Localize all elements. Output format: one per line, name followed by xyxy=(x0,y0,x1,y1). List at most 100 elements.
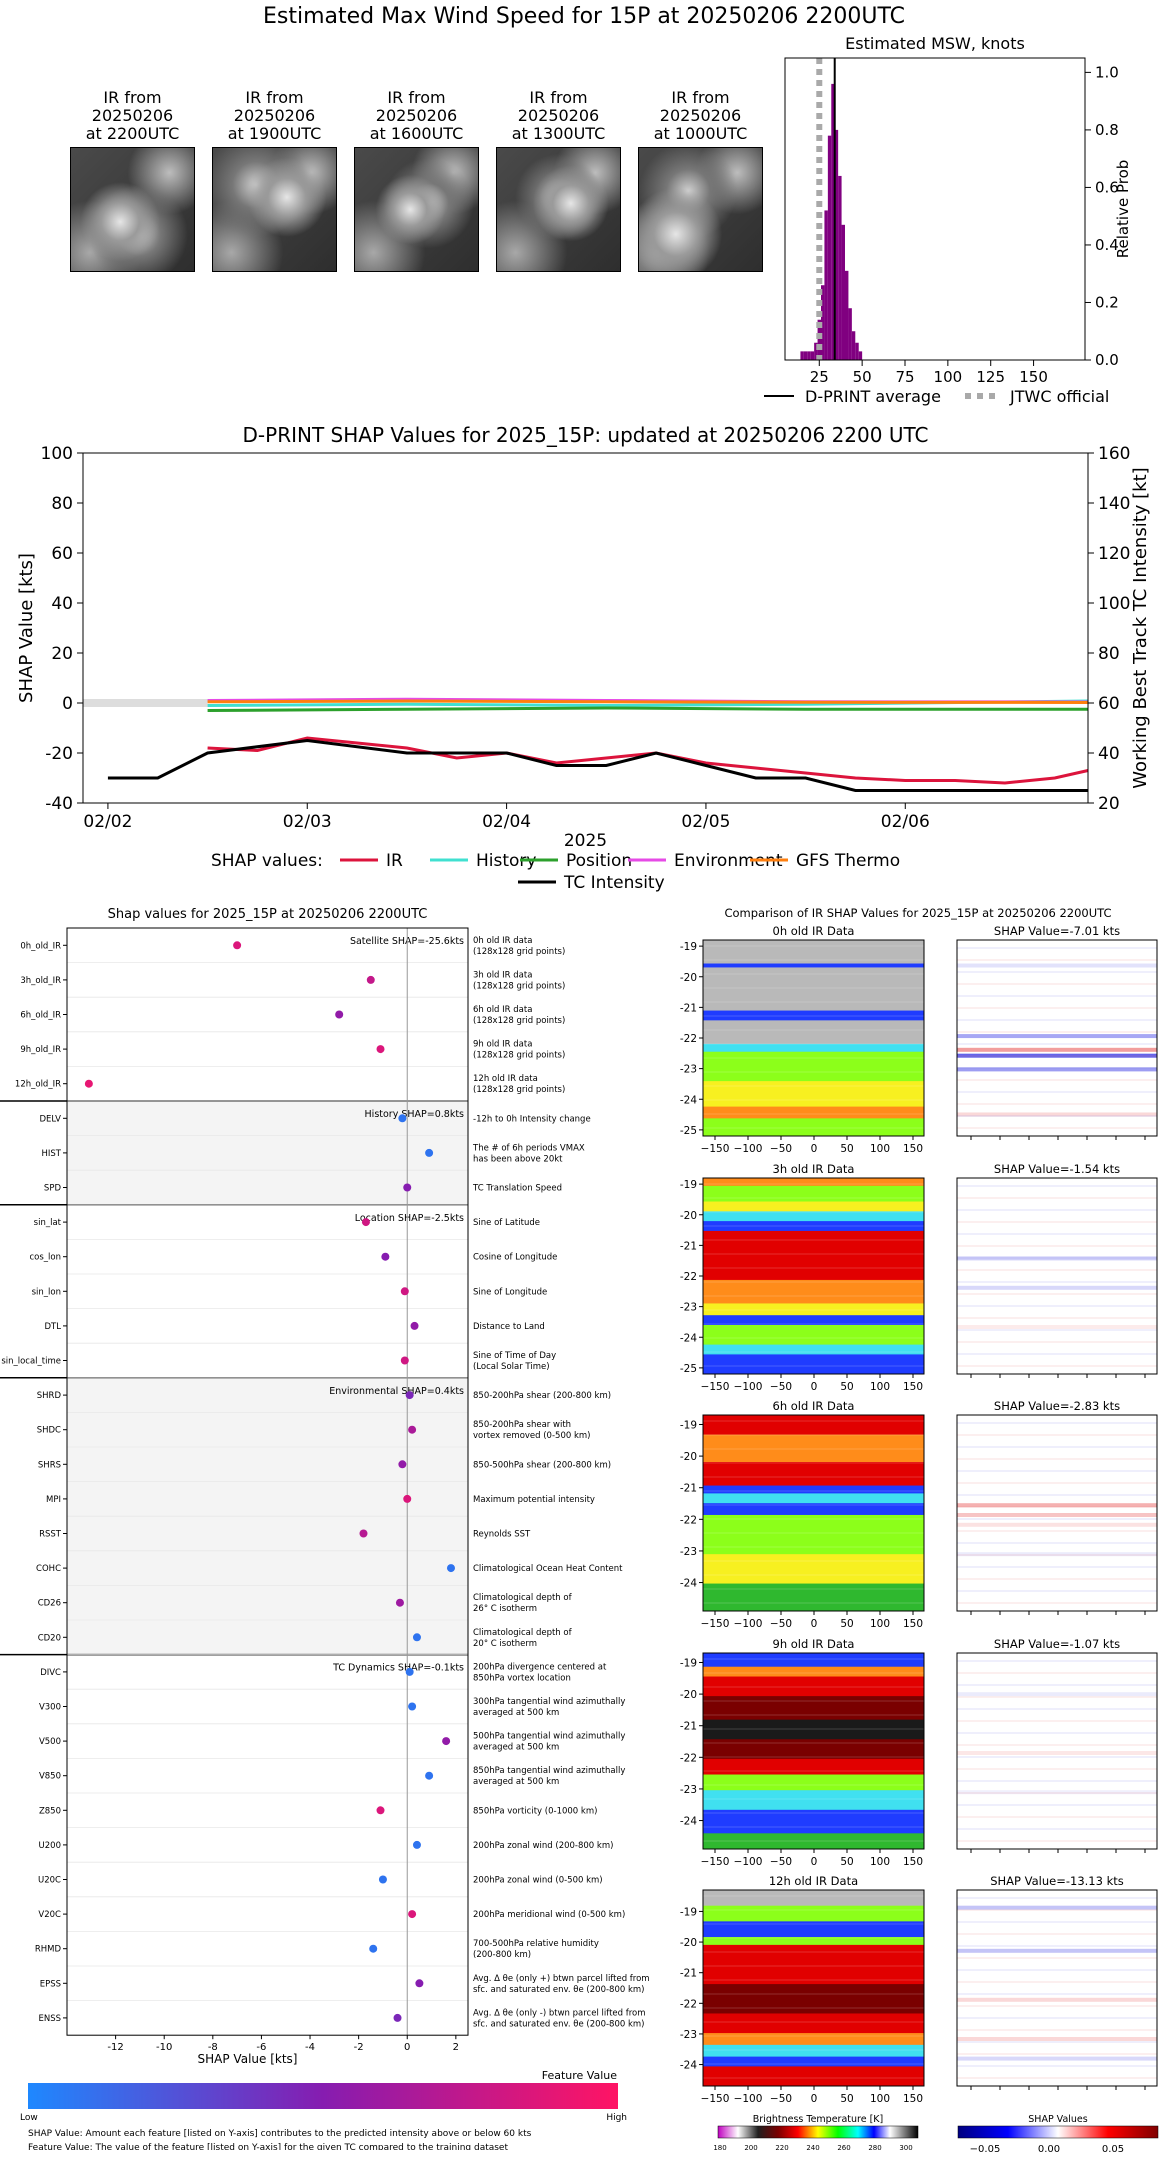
ir-band xyxy=(703,1325,924,1346)
feature-point xyxy=(415,1979,424,1988)
feature-label: COHC xyxy=(36,1564,61,1574)
y-tick-label: -25 xyxy=(680,1363,697,1375)
legend-label: Environment xyxy=(674,851,783,871)
ir-thumbnail-title: 20250206 xyxy=(233,106,316,125)
x-tick-label: −50 xyxy=(770,1143,792,1155)
y-tick-label: -21 xyxy=(680,1002,697,1014)
y-tick-label: -23 xyxy=(680,1064,697,1076)
feature-description: 26° C isotherm xyxy=(473,1604,537,1614)
x-tick-label: 02/02 xyxy=(83,812,132,832)
feature-label: V300 xyxy=(39,1703,61,1713)
y2-tick-label: 120 xyxy=(1098,544,1130,564)
y-tick-label: -19 xyxy=(680,1657,697,1669)
feature-chart-title: Shap values for 2025_15P at 20250206 220… xyxy=(108,907,428,922)
histogram-bar xyxy=(814,342,818,360)
x-tick-label: 0 xyxy=(404,2042,410,2053)
y-tick-label: -24 xyxy=(680,1332,697,1344)
ir-thumbnail-title: at 1000UTC xyxy=(653,124,748,143)
x-tick-label: −100 xyxy=(734,1856,763,1868)
feature-description: 850-500hPa shear (200-800 km) xyxy=(473,1460,611,1470)
histogram-bar xyxy=(848,308,852,360)
feature-point xyxy=(403,1183,412,1192)
x-tick-label: 100 xyxy=(870,2093,890,2105)
feature-point xyxy=(400,1287,409,1296)
feature-description: 9h old IR data xyxy=(473,1040,532,1050)
ir-band xyxy=(703,1493,924,1504)
feature-label: SPD xyxy=(44,1184,62,1194)
feature-label: 12h_old_IR xyxy=(15,1080,61,1090)
y-tick-label: -24 xyxy=(680,1094,697,1106)
feature-label: HIST xyxy=(42,1149,62,1159)
x-tick-label: 50 xyxy=(840,1856,853,1868)
ir-band xyxy=(703,1354,924,1375)
feature-description: 850-200hPa shear with xyxy=(473,1420,571,1430)
feature-description: Reynolds SST xyxy=(473,1530,531,1540)
ir-band xyxy=(703,1554,924,1585)
shap-band xyxy=(957,963,1157,968)
x-tick-label: 02/04 xyxy=(482,812,531,832)
shap-band xyxy=(957,1053,1157,1058)
histogram-bar xyxy=(851,331,856,360)
x-tick-label: −100 xyxy=(734,1143,763,1155)
y-tick-label: -22 xyxy=(680,1033,697,1045)
feature-label: V20C xyxy=(38,1910,61,1920)
feature-description: Avg. Δ θe (only +) btwn parcel lifted fr… xyxy=(473,1974,650,1984)
ir-thumbnail-image xyxy=(638,147,763,272)
feature-point xyxy=(378,1875,387,1884)
x-tick-label: -12 xyxy=(107,2042,123,2053)
ir-band xyxy=(703,1739,924,1760)
x-tick-label: −50 xyxy=(770,1381,792,1393)
ir-band xyxy=(703,1809,924,1834)
feature-point xyxy=(393,2013,402,2022)
ir-band xyxy=(703,2066,924,2087)
feature-label: Z850 xyxy=(39,1806,61,1816)
ir-comparison-title: Comparison of IR SHAP Values for 2025_15… xyxy=(724,906,1111,920)
histogram-bar xyxy=(834,129,839,360)
legend-title: SHAP values: xyxy=(211,851,323,871)
feature-label: V850 xyxy=(39,1772,61,1782)
ir-band xyxy=(703,1279,924,1304)
ir-band xyxy=(703,1010,924,1021)
timeseries-title: D-PRINT SHAP Values for 2025_15P: update… xyxy=(243,423,929,447)
x-tick-label: 150 xyxy=(903,1381,923,1393)
feature-description: Avg. Δ θe (only -) btwn parcel lifted fr… xyxy=(473,2008,646,2018)
feature-description: Sine of Time of Day xyxy=(473,1351,556,1361)
feature-description: (128x128 grid points) xyxy=(473,947,565,957)
histogram-bar xyxy=(855,342,859,360)
legend-label: GFS Thermo xyxy=(796,851,900,871)
ir-thumbnail-title: at 2200UTC xyxy=(85,124,180,143)
histogram-frame xyxy=(784,57,1086,361)
feature-label: DTL xyxy=(45,1322,62,1332)
shap-band xyxy=(957,1503,1157,1508)
feature-description: averaged at 500 km xyxy=(473,1708,559,1718)
y-tick-label: -22 xyxy=(680,1514,697,1526)
feature-description: 850hPa vorticity (0-1000 km) xyxy=(473,1806,597,1816)
zero-band xyxy=(83,699,208,707)
y-tick-label: -22 xyxy=(680,1752,697,1764)
series-line-position xyxy=(207,706,1088,712)
feature-colorbar-high: High xyxy=(606,2113,627,2123)
feature-description: 850hPa vortex location xyxy=(473,1673,571,1683)
x-axis-label: 2025 xyxy=(564,831,607,851)
x-tick-label: -10 xyxy=(156,2042,172,2053)
y-tick-label: 40 xyxy=(51,594,73,614)
y-tick-label: -22 xyxy=(680,1271,697,1283)
shap-panel-frame xyxy=(956,939,1158,1137)
group-label: Environmental SHAP=0.4kts xyxy=(329,1386,464,1397)
feature-description: sfc. and saturated env. θe (200-800 km) xyxy=(473,2019,645,2029)
feature-point xyxy=(398,1114,407,1123)
feature-label: sin_lat xyxy=(34,1218,62,1228)
shap-band xyxy=(957,1285,1157,1290)
y-tick-label: -19 xyxy=(680,941,697,953)
shap-band xyxy=(957,2037,1157,2041)
feature-point xyxy=(403,1494,412,1503)
ir-thumbnail-title: 20250206 xyxy=(517,106,600,125)
ir-band xyxy=(703,1676,924,1697)
shap-panel-title: SHAP Value=-1.07 kts xyxy=(994,1637,1120,1651)
ir-band xyxy=(703,1696,924,1721)
feature-point xyxy=(233,941,242,950)
x-tick-label: 50 xyxy=(840,1143,853,1155)
feature-point xyxy=(335,1010,344,1019)
x-tick-label: 0 xyxy=(811,2093,818,2105)
series-line-tc-intensity xyxy=(107,738,1088,792)
